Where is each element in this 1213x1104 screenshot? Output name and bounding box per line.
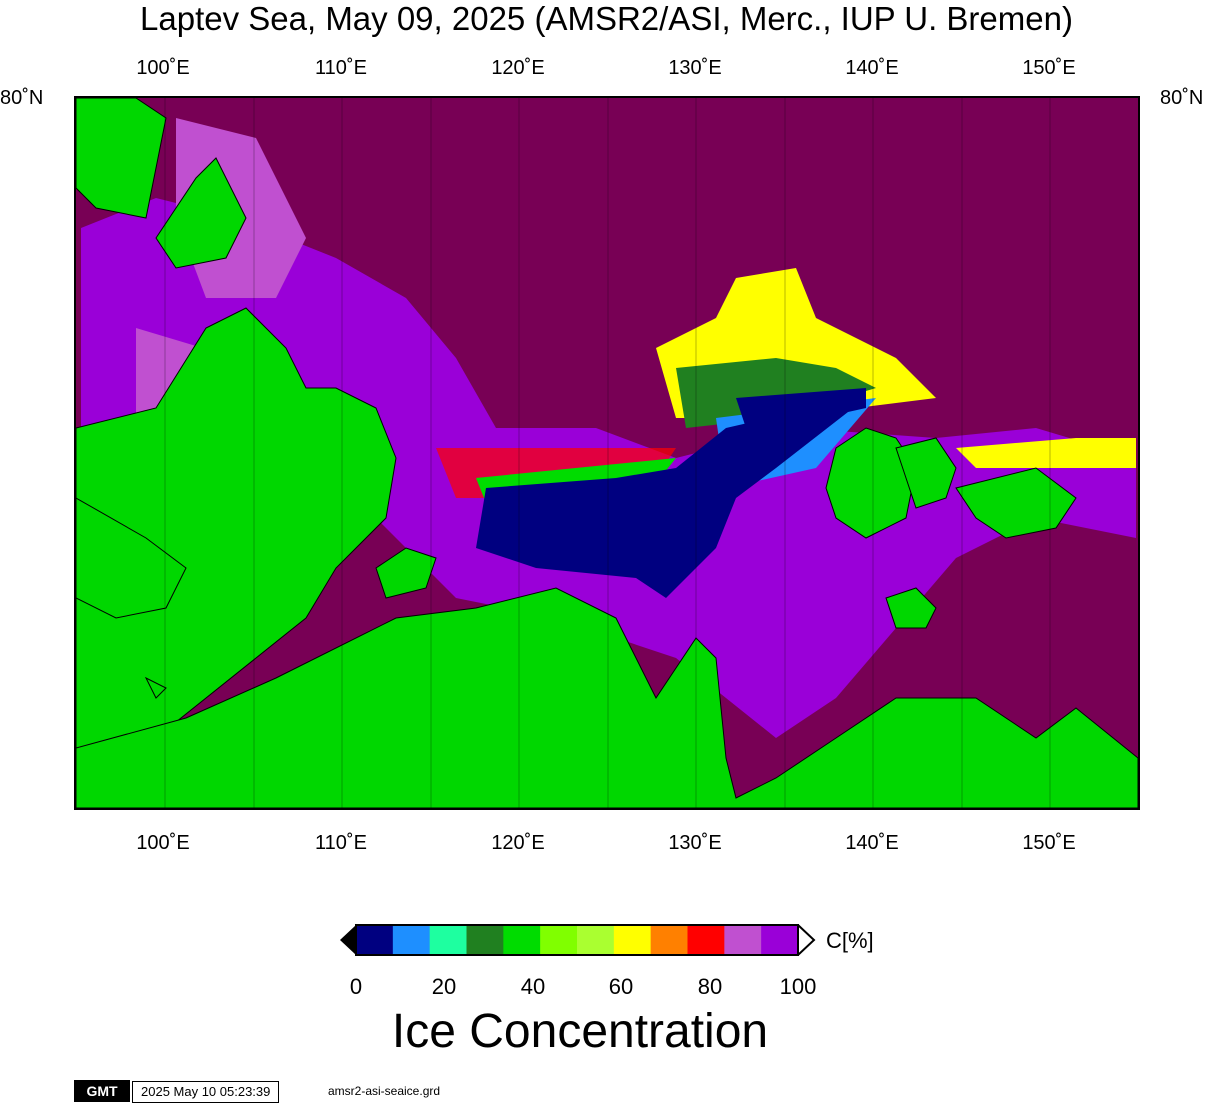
map-title: Laptev Sea, May 09, 2025 (AMSR2/ASI, Mer… bbox=[140, 0, 1073, 37]
colorbar-swatch bbox=[392, 925, 431, 955]
lon-label-bottom-130: 130˚E bbox=[668, 832, 722, 854]
colorbar-swatch bbox=[577, 925, 615, 955]
colorbar-swatch bbox=[724, 925, 762, 955]
colorbar-tick-80: 80 bbox=[697, 974, 723, 999]
lon-label-bottom-120: 120˚E bbox=[491, 832, 545, 854]
colorbar-tick-20: 20 bbox=[431, 974, 457, 999]
map-canvas bbox=[76, 98, 1138, 808]
colorbar-swatch bbox=[356, 925, 394, 955]
lon-label-top-140: 140˚E bbox=[845, 57, 899, 79]
colorbar-swatch bbox=[540, 925, 578, 955]
colorbar-under-arrow bbox=[340, 925, 356, 955]
lon-label-top-110: 110˚E bbox=[315, 57, 367, 79]
colorbar-swatch bbox=[613, 925, 652, 955]
colorbar-tick-100: 100 bbox=[779, 974, 817, 999]
colorbar-swatch bbox=[687, 925, 725, 955]
lon-label-bottom-100: 100˚E bbox=[136, 832, 190, 854]
land-masses bbox=[76, 98, 1138, 808]
colorbar-tick-60: 60 bbox=[608, 974, 634, 999]
gmt-logo: GMT bbox=[74, 1080, 130, 1102]
lat-label-left: 80˚N bbox=[0, 87, 44, 109]
source-file: amsr2-asi-seaice.grd bbox=[328, 1084, 441, 1098]
colorbar-tick-40: 40 bbox=[520, 974, 546, 999]
timestamp: 2025 May 10 05:23:39 bbox=[132, 1081, 280, 1103]
colorbar-swatch bbox=[429, 925, 467, 955]
lon-label-top-120: 120˚E bbox=[491, 57, 545, 79]
sea-ice-map bbox=[74, 96, 1140, 810]
colorbar-swatch bbox=[503, 925, 541, 955]
lon-label-top-100: 100˚E bbox=[136, 57, 190, 79]
colorbar bbox=[340, 924, 816, 956]
colorbar-over-arrow bbox=[797, 924, 816, 956]
colorbar-swatch bbox=[650, 925, 688, 955]
lon-label-top-150: 150˚E bbox=[1022, 57, 1076, 79]
colorbar-tick-0: 0 bbox=[349, 974, 363, 999]
lon-label-bottom-110: 110˚E bbox=[315, 832, 367, 854]
graticule bbox=[164, 98, 1051, 808]
colorbar-swatch bbox=[761, 925, 799, 955]
lon-label-bottom-150: 150˚E bbox=[1022, 832, 1076, 854]
lon-label-top-130: 130˚E bbox=[668, 57, 722, 79]
colorbar-title: Ice Concentration bbox=[391, 1005, 769, 1058]
colorbar-unit: C[%] bbox=[826, 928, 874, 953]
lat-label-right: 80˚N bbox=[1160, 87, 1204, 109]
colorbar-swatch bbox=[466, 925, 504, 955]
lon-label-bottom-140: 140˚E bbox=[845, 832, 899, 854]
ice-field bbox=[81, 118, 1136, 738]
colorbar-frame bbox=[355, 924, 799, 956]
